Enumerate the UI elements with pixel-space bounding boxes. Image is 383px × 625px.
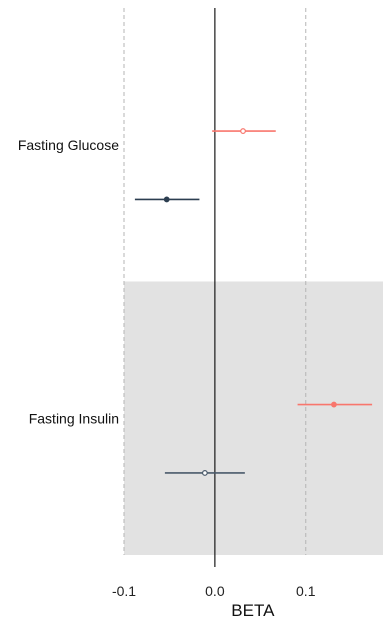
x-tick-label: 0.0 bbox=[205, 583, 225, 599]
point-estimate bbox=[240, 128, 246, 134]
category-label: Fasting Glucose bbox=[18, 137, 119, 153]
x-tick-label: 0.1 bbox=[296, 583, 316, 599]
point-estimate bbox=[331, 401, 337, 408]
category-label: Fasting Insulin bbox=[29, 410, 119, 426]
x-tick-label: -0.1 bbox=[112, 583, 136, 599]
panel-shade bbox=[124, 281, 383, 555]
x-axis-title: BETA bbox=[231, 601, 275, 620]
point-estimate bbox=[201, 470, 208, 476]
point-estimate bbox=[163, 196, 170, 203]
